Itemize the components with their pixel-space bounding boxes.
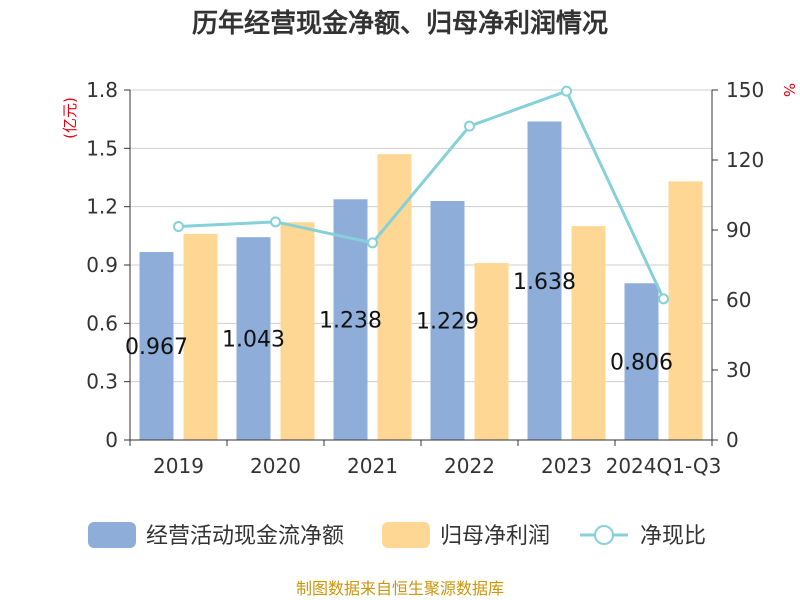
bar-operating-cashflow [527,121,562,440]
x-tick-label: 2019 [153,454,204,478]
gridlines [130,89,712,383]
bar-operating-cashflow [624,283,659,440]
right-tick-label: 90 [726,218,751,242]
data-label: 1.229 [416,310,479,335]
left-tick-label: 0.6 [86,311,118,335]
bar-net-profit [474,263,509,440]
data-label: 1.638 [513,270,576,295]
legend-swatch-operating-cashflow [88,522,136,548]
x-tick-label: 2022 [444,454,495,478]
data-labels: 0.967 1.043 1.238 1.229 1.638 0.806 [125,270,673,376]
data-label: 0.967 [125,335,188,360]
bar-net-profit [377,154,412,440]
legend-swatch-net-profit [382,522,430,548]
ratio-point [367,237,378,249]
axes: 0 0.3 0.6 0.9 1.2 1.5 1.8 0 30 60 90 120 150 2019 2020… [86,78,764,478]
bar-operating-cashflow [430,201,465,440]
right-tick-label: 120 [726,148,764,172]
chart-title: 历年经营现金净额、归母净利润情况 [192,8,608,39]
ratio-point [561,85,572,97]
left-tick-label: 1.2 [86,195,118,219]
right-tick-label: 60 [726,288,751,312]
bar-net-profit [280,222,315,440]
right-tick-label: 150 [726,78,764,102]
ratio-line-path [178,89,665,300]
x-tick-label: 2024Q1-Q3 [606,454,722,478]
ratio-point [173,221,184,232]
data-label: 1.043 [222,328,285,353]
ratio-line [173,85,669,305]
ratio-point [270,216,281,228]
bar-operating-cashflow [139,251,174,440]
legend-label: 归母净利润 [440,524,550,549]
data-label: 1.238 [319,309,382,334]
x-tick-label: 2020 [250,454,301,478]
left-tick-label: 0 [105,428,118,452]
left-axis-unit: (亿元) [61,97,79,139]
legend-label: 经营活动现金流净额 [146,524,344,549]
left-tick-label: 0.9 [86,253,118,277]
bar-net-profit [571,226,606,440]
bar-net-profit [668,181,703,440]
x-tick-label: 2023 [541,454,592,478]
right-tick-label: 30 [726,358,751,382]
right-axis-unit: % [780,83,798,97]
legend-swatch-ratio-marker [594,525,614,545]
left-tick-label: 1.5 [86,136,118,160]
left-tick-label: 0.3 [86,370,118,394]
data-label: 0.806 [610,351,673,376]
bars [139,121,703,440]
right-tick-label: 0 [726,428,739,452]
ratio-point [464,120,475,132]
legend-label: 净现比 [640,524,706,549]
ratio-point [658,293,669,305]
x-tick-label: 2021 [347,454,398,478]
left-tick-label: 1.8 [86,78,118,102]
bar-operating-cashflow [236,237,271,440]
legend: 经营活动现金流净额 归母净利润 净现比 [88,522,706,549]
bar-net-profit [183,233,218,440]
source-note: 制图数据来自恒生聚源数据库 [296,579,504,598]
